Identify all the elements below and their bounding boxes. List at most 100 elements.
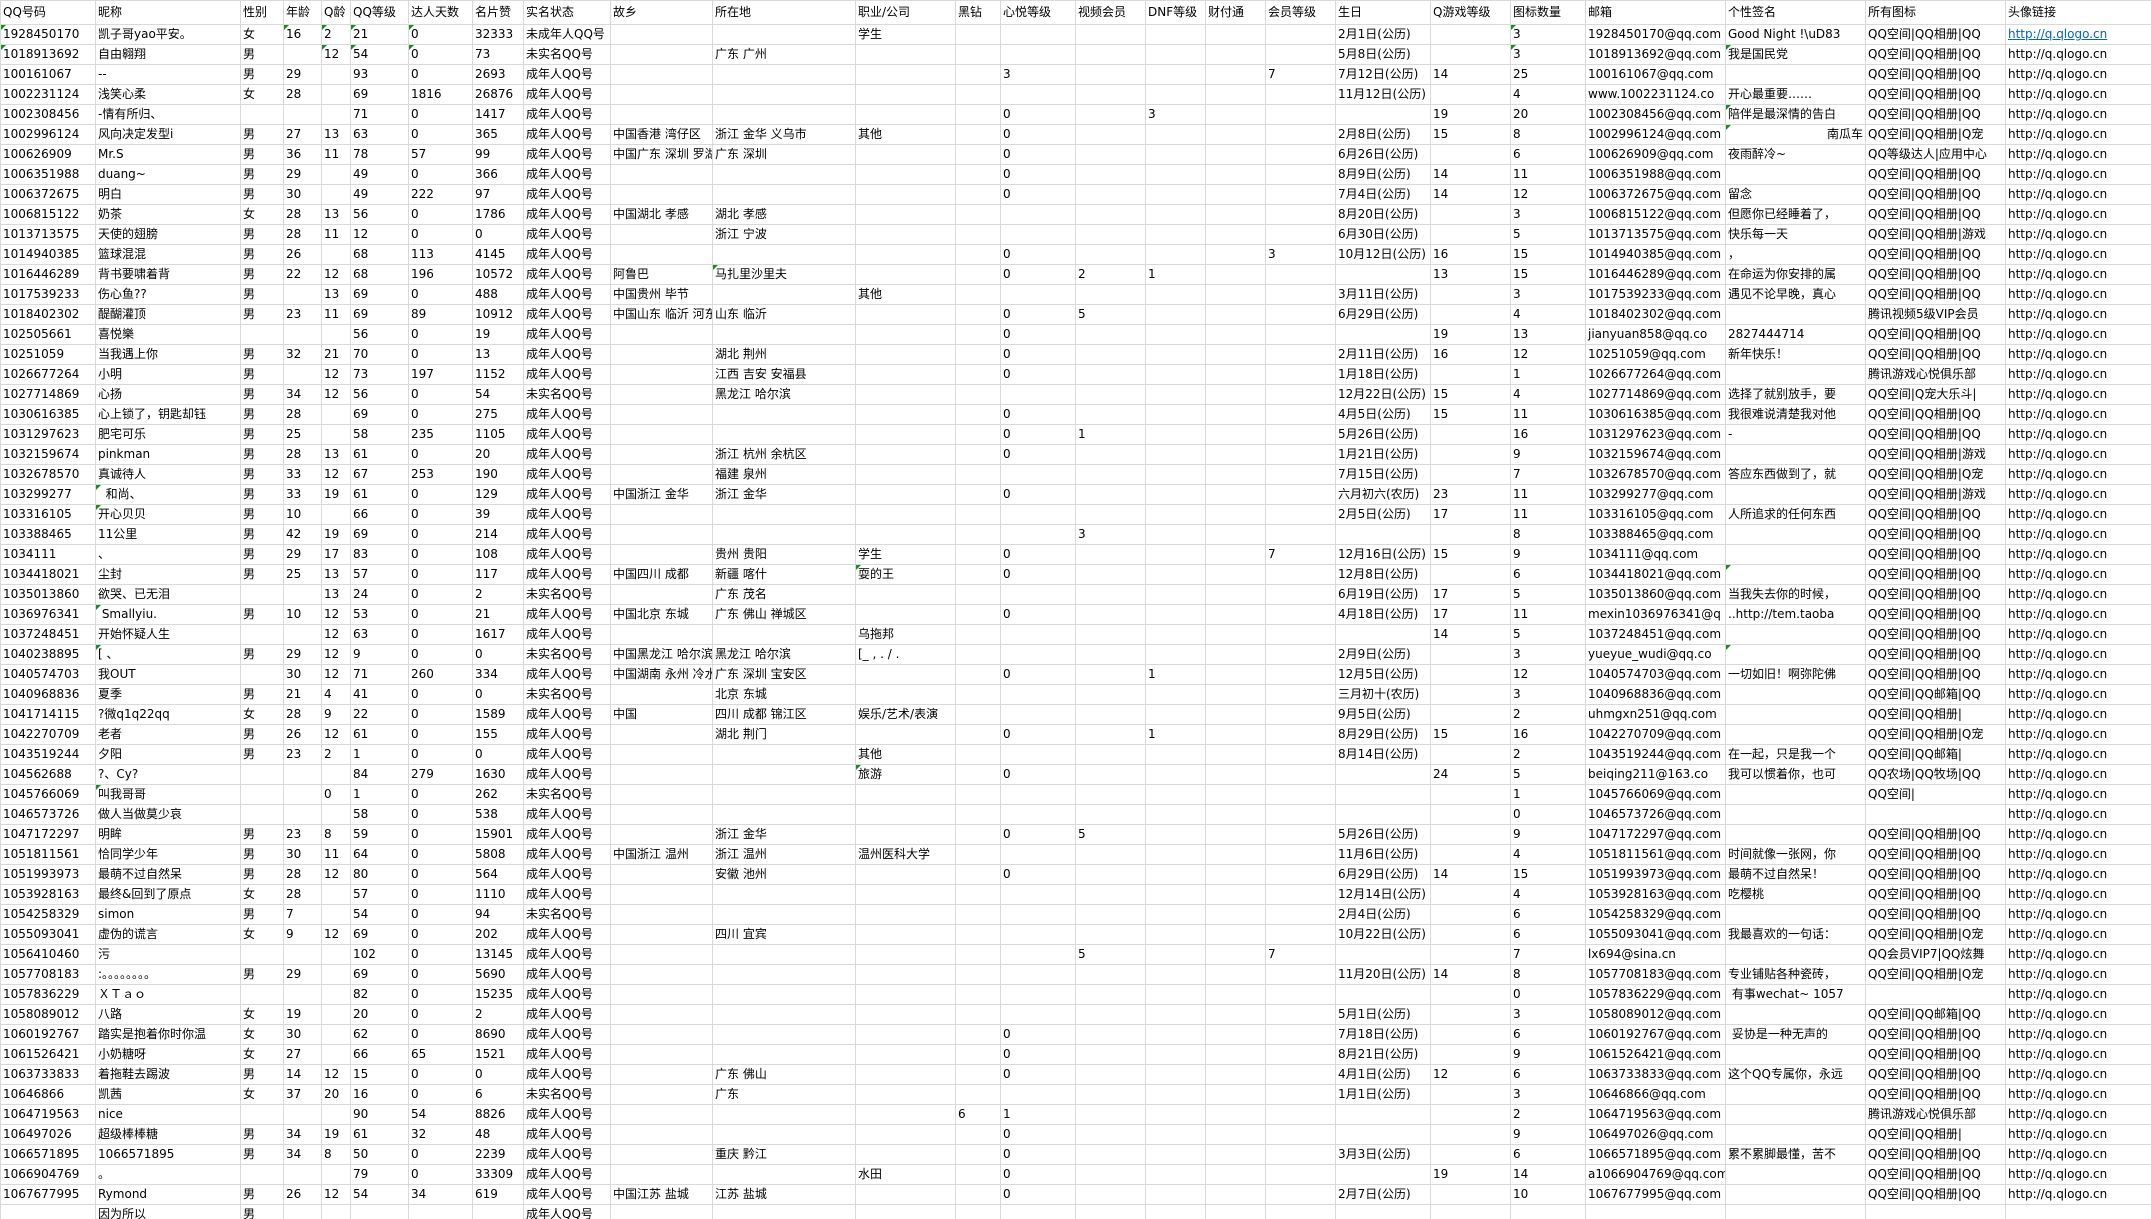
email[interactable]: 1032159674@qq.com <box>1585 444 1726 465</box>
location[interactable]: 山东 临沂 <box>712 304 856 325</box>
card-likes[interactable]: 564 <box>472 864 524 885</box>
nickname[interactable]: 。 <box>95 1164 241 1185</box>
job[interactable]: 温州医科大学 <box>855 844 956 865</box>
card-likes[interactable]: 19 <box>472 324 524 345</box>
age[interactable]: 23 <box>283 744 322 765</box>
signature[interactable]: 南瓜车 <box>1725 124 1866 145</box>
daren-days[interactable]: 0 <box>408 24 473 45</box>
black-diamond[interactable] <box>955 464 1001 485</box>
daren-days[interactable]: 113 <box>408 244 473 265</box>
card-likes[interactable]: 155 <box>472 724 524 745</box>
birthday[interactable]: 4月5日(公历) <box>1335 404 1431 425</box>
daren-days[interactable]: 32 <box>408 1124 473 1145</box>
q-age[interactable]: 19 <box>321 484 351 505</box>
realname-status[interactable]: 成年人QQ号 <box>523 844 611 865</box>
signature[interactable] <box>1725 444 1866 465</box>
tenpay[interactable] <box>1205 264 1266 285</box>
tenpay[interactable] <box>1205 1004 1266 1025</box>
qq-number[interactable]: 1051811561 <box>0 844 96 865</box>
black-diamond[interactable] <box>955 824 1001 845</box>
qq-level[interactable]: 22 <box>350 704 409 725</box>
q-age[interactable] <box>321 804 351 825</box>
all-icons[interactable]: QQ空间|QQ相册|Q宠 <box>1865 724 2006 745</box>
location[interactable] <box>712 424 856 445</box>
birthday[interactable]: 六月初六(农历) <box>1335 484 1431 505</box>
qq-level[interactable]: 71 <box>350 664 409 685</box>
tenpay[interactable] <box>1205 124 1266 145</box>
tenpay[interactable] <box>1205 304 1266 325</box>
gender[interactable]: 女 <box>240 1024 284 1045</box>
member-level[interactable] <box>1265 104 1336 125</box>
xinyue-level[interactable]: 0 <box>1000 724 1076 745</box>
member-level[interactable] <box>1265 604 1336 625</box>
hometown[interactable]: 中国贵州 毕节 <box>610 284 713 305</box>
qq-number[interactable]: 1018402302 <box>0 304 96 325</box>
q-age[interactable] <box>321 964 351 985</box>
avatar-link[interactable]: http://q.qlogo.cn <box>2005 264 2151 285</box>
age[interactable]: 26 <box>283 244 322 265</box>
signature[interactable]: 开心最重要…… <box>1725 84 1866 105</box>
black-diamond[interactable] <box>955 304 1001 325</box>
card-likes[interactable]: 117 <box>472 564 524 585</box>
qgame-level[interactable]: 14 <box>1430 624 1511 645</box>
q-age[interactable]: 13 <box>321 564 351 585</box>
xinyue-level[interactable]: 0 <box>1000 364 1076 385</box>
email[interactable]: 1013713575@qq.com <box>1585 224 1726 245</box>
video-vip[interactable] <box>1075 1064 1146 1085</box>
age[interactable]: 14 <box>283 1064 322 1085</box>
all-icons[interactable]: QQ空间|QQ相册|游戏 <box>1865 224 2006 245</box>
birthday[interactable]: 2月5日(公历) <box>1335 504 1431 525</box>
age[interactable] <box>283 944 322 965</box>
qq-level[interactable]: 21 <box>350 24 409 45</box>
avatar-link[interactable]: http://q.qlogo.cn <box>2005 704 2151 725</box>
nickname[interactable]: 尘封 <box>95 564 241 585</box>
video-vip[interactable] <box>1075 804 1146 825</box>
qgame-level[interactable] <box>1430 1044 1511 1065</box>
member-level[interactable]: 7 <box>1265 64 1336 85</box>
gender[interactable]: 男 <box>240 184 284 205</box>
q-age[interactable] <box>321 1004 351 1025</box>
daren-days[interactable]: 235 <box>408 424 473 445</box>
qq-level[interactable]: 49 <box>350 184 409 205</box>
signature[interactable]: 当我失去你的时候， <box>1725 584 1866 605</box>
realname-status[interactable]: 成年人QQ号 <box>523 924 611 945</box>
realname-status[interactable]: 未实名QQ号 <box>523 684 611 705</box>
gender[interactable] <box>240 664 284 685</box>
birthday[interactable]: 8月29日(公历) <box>1335 724 1431 745</box>
realname-status[interactable]: 成年人QQ号 <box>523 284 611 305</box>
email[interactable]: 1045766069@qq.com <box>1585 784 1726 805</box>
q-age[interactable]: 13 <box>321 444 351 465</box>
black-diamond[interactable] <box>955 184 1001 205</box>
column-header-age[interactable]: 年龄 <box>283 0 322 25</box>
tenpay[interactable] <box>1205 164 1266 185</box>
dnf-level[interactable] <box>1145 84 1206 105</box>
age[interactable]: 34 <box>283 384 322 405</box>
qq-number[interactable]: 103316105 <box>0 504 96 525</box>
age[interactable]: 30 <box>283 664 322 685</box>
daren-days[interactable]: 0 <box>408 344 473 365</box>
black-diamond[interactable] <box>955 504 1001 525</box>
xinyue-level[interactable]: 0 <box>1000 1024 1076 1045</box>
signature[interactable] <box>1725 1004 1866 1025</box>
q-age[interactable]: 12 <box>321 604 351 625</box>
icon-count[interactable]: 1 <box>1510 364 1586 385</box>
gender[interactable]: 男 <box>240 864 284 885</box>
job[interactable] <box>855 584 956 605</box>
hometown[interactable] <box>610 724 713 745</box>
all-icons[interactable]: QQ空间|QQ相册|QQ <box>1865 604 2006 625</box>
qgame-level[interactable] <box>1430 1124 1511 1145</box>
black-diamond[interactable] <box>955 324 1001 345</box>
nickname[interactable]: Smallyiu. <box>95 604 241 625</box>
qgame-level[interactable]: 14 <box>1430 864 1511 885</box>
all-icons[interactable]: QQ空间|QQ相册|QQ <box>1865 1144 2006 1165</box>
daren-days[interactable]: 0 <box>408 804 473 825</box>
qq-number[interactable]: 103388465 <box>0 524 96 545</box>
video-vip[interactable] <box>1075 464 1146 485</box>
birthday[interactable]: 5月26日(公历) <box>1335 424 1431 445</box>
email[interactable]: 1043519244@qq.com <box>1585 744 1726 765</box>
hometown[interactable]: 中国浙江 金华 <box>610 484 713 505</box>
avatar-link[interactable]: http://q.qlogo.cn <box>2005 1044 2151 1065</box>
job[interactable] <box>855 204 956 225</box>
qq-level[interactable]: 102 <box>350 944 409 965</box>
nickname[interactable]: 篮球混混 <box>95 244 241 265</box>
